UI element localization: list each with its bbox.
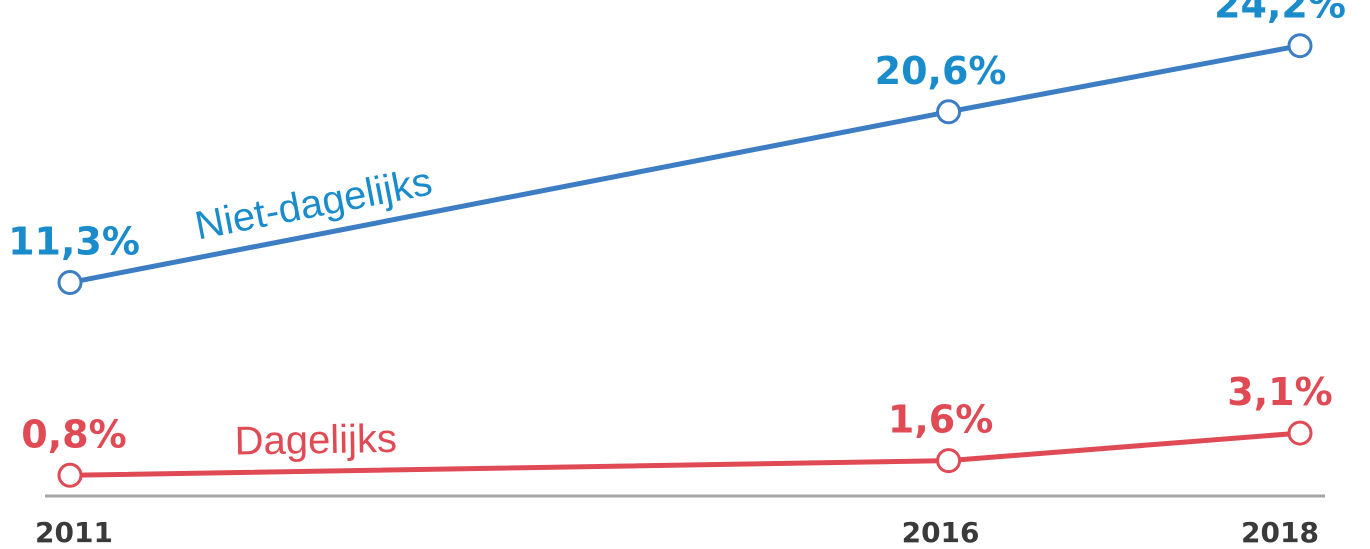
x-tick-label-2: 2018 [1241, 516, 1319, 549]
series-1: 0,8% 1,6% 3,1% Dagelijks [21, 370, 1333, 488]
data-point-1-0 [57, 462, 83, 488]
x-axis-ticks: 2011 2016 2018 [35, 516, 1319, 549]
series-line-0 [67, 43, 1303, 286]
data-point-0-0 [57, 270, 83, 296]
series-0: 11,3%20,6%24,2%Niet-dagelijks [8, 0, 1346, 296]
data-label-0-2: 24,2% [1214, 0, 1346, 27]
data-label-1-0: 0,8% [21, 412, 126, 456]
data-label-1-1: 1,6% [888, 398, 993, 442]
data-point-1-1 [936, 448, 962, 474]
x-tick-label-0: 2011 [35, 516, 113, 549]
data-point-1-2 [1287, 420, 1313, 446]
data-point-0-2 [1287, 33, 1313, 59]
data-label-0-1: 20,6% [875, 49, 1007, 93]
series-name-1: Dagelijks [234, 417, 397, 464]
data-label-0-0: 11,3% [8, 220, 140, 264]
data-point-0-1 [936, 99, 962, 125]
data-label-1-2: 3,1% [1227, 370, 1332, 414]
x-tick-label-1: 2016 [902, 516, 980, 549]
